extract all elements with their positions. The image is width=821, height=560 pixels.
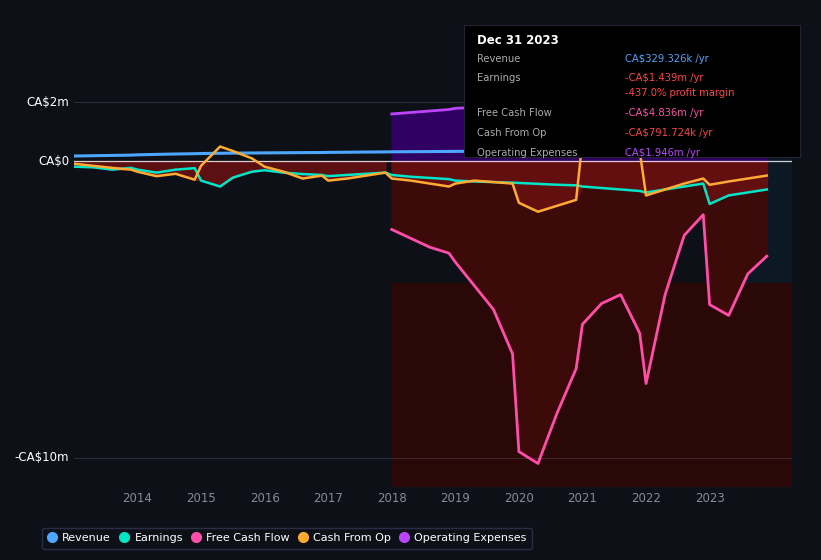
Text: Dec 31 2023: Dec 31 2023 [477,34,559,48]
Text: Earnings: Earnings [477,73,521,82]
Text: -CA$791.724k /yr: -CA$791.724k /yr [626,128,713,138]
Text: Revenue: Revenue [477,54,521,64]
Text: -437.0% profit margin: -437.0% profit margin [626,88,735,99]
Text: Operating Expenses: Operating Expenses [477,148,578,157]
Text: -CA$1.439m /yr: -CA$1.439m /yr [626,73,704,82]
Text: -CA$4.836m /yr: -CA$4.836m /yr [626,108,704,118]
Text: Free Cash Flow: Free Cash Flow [477,108,552,118]
Text: CA$329.326k /yr: CA$329.326k /yr [626,54,709,64]
Text: CA$1.946m /yr: CA$1.946m /yr [626,148,700,157]
Legend: Revenue, Earnings, Free Cash Flow, Cash From Op, Operating Expenses: Revenue, Earnings, Free Cash Flow, Cash … [43,528,532,549]
Bar [726,78,792,487]
Bar [392,283,792,487]
Text: Cash From Op: Cash From Op [477,128,547,138]
